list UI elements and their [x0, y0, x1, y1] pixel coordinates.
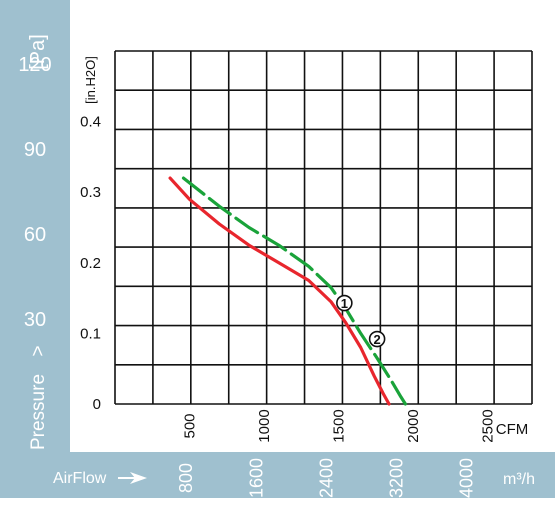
x-secondary-tick-label: 4000: [457, 458, 477, 498]
series-marker-label: 2: [373, 332, 380, 347]
x-secondary-tick-label: 3200: [387, 458, 407, 498]
left-axis-band: [0, 0, 70, 452]
x-secondary-tick-label: 2400: [316, 458, 336, 498]
x-secondary-unit-label: m³/h: [503, 471, 535, 488]
y-unit-label: [in.H2O]: [83, 56, 98, 104]
series-markers: 12: [336, 294, 386, 348]
y-secondary-tick-label: 60: [24, 224, 46, 246]
series-line-1: [168, 176, 391, 406]
y-tick-label: 0: [93, 396, 101, 413]
y-secondary-tick-label: 90: [24, 139, 46, 161]
x-tick-label: 1500: [330, 409, 347, 442]
y-secondary-arrow: >: [28, 345, 49, 356]
bottom-axis-band: [0, 452, 555, 507]
x-secondary-title: AirFlow: [53, 470, 107, 487]
x-tick-label: 500: [181, 413, 198, 438]
y-tick-label: 0.1: [80, 325, 101, 342]
y-tick-label: 0.2: [80, 255, 101, 272]
x-secondary-tick-label: 800: [176, 463, 196, 493]
x-tick-label: 2000: [405, 409, 422, 442]
y-tick-label: 0.4: [80, 114, 101, 131]
y-secondary-tick-label: 30: [24, 309, 46, 331]
y-secondary-tick-label: 120: [18, 54, 51, 76]
y-secondary-unit-label: [Pa]: [27, 34, 49, 70]
x-secondary-tick-label: 1600: [246, 458, 266, 498]
series-marker-circle: [336, 294, 353, 312]
x-secondary-arrow-head: [130, 472, 147, 484]
series-group: [168, 176, 407, 406]
y-tick-label: 0.3: [80, 184, 101, 201]
grid: [114, 50, 533, 405]
x-tick-label: 2500: [479, 409, 496, 442]
bottom-white-strip: [0, 498, 555, 507]
series-marker-circle: [368, 330, 386, 348]
x-unit-label: CFM: [496, 421, 529, 438]
series-marker-label: 1: [341, 296, 348, 311]
x-tick-label: 1000: [256, 409, 273, 442]
tick-labels: 0 0.1 0.2 0.3 0.4 30 60 90 120 500 1000 1500 2000 250…: [18, 54, 496, 498]
y-secondary-title: Pressure: [28, 374, 49, 450]
